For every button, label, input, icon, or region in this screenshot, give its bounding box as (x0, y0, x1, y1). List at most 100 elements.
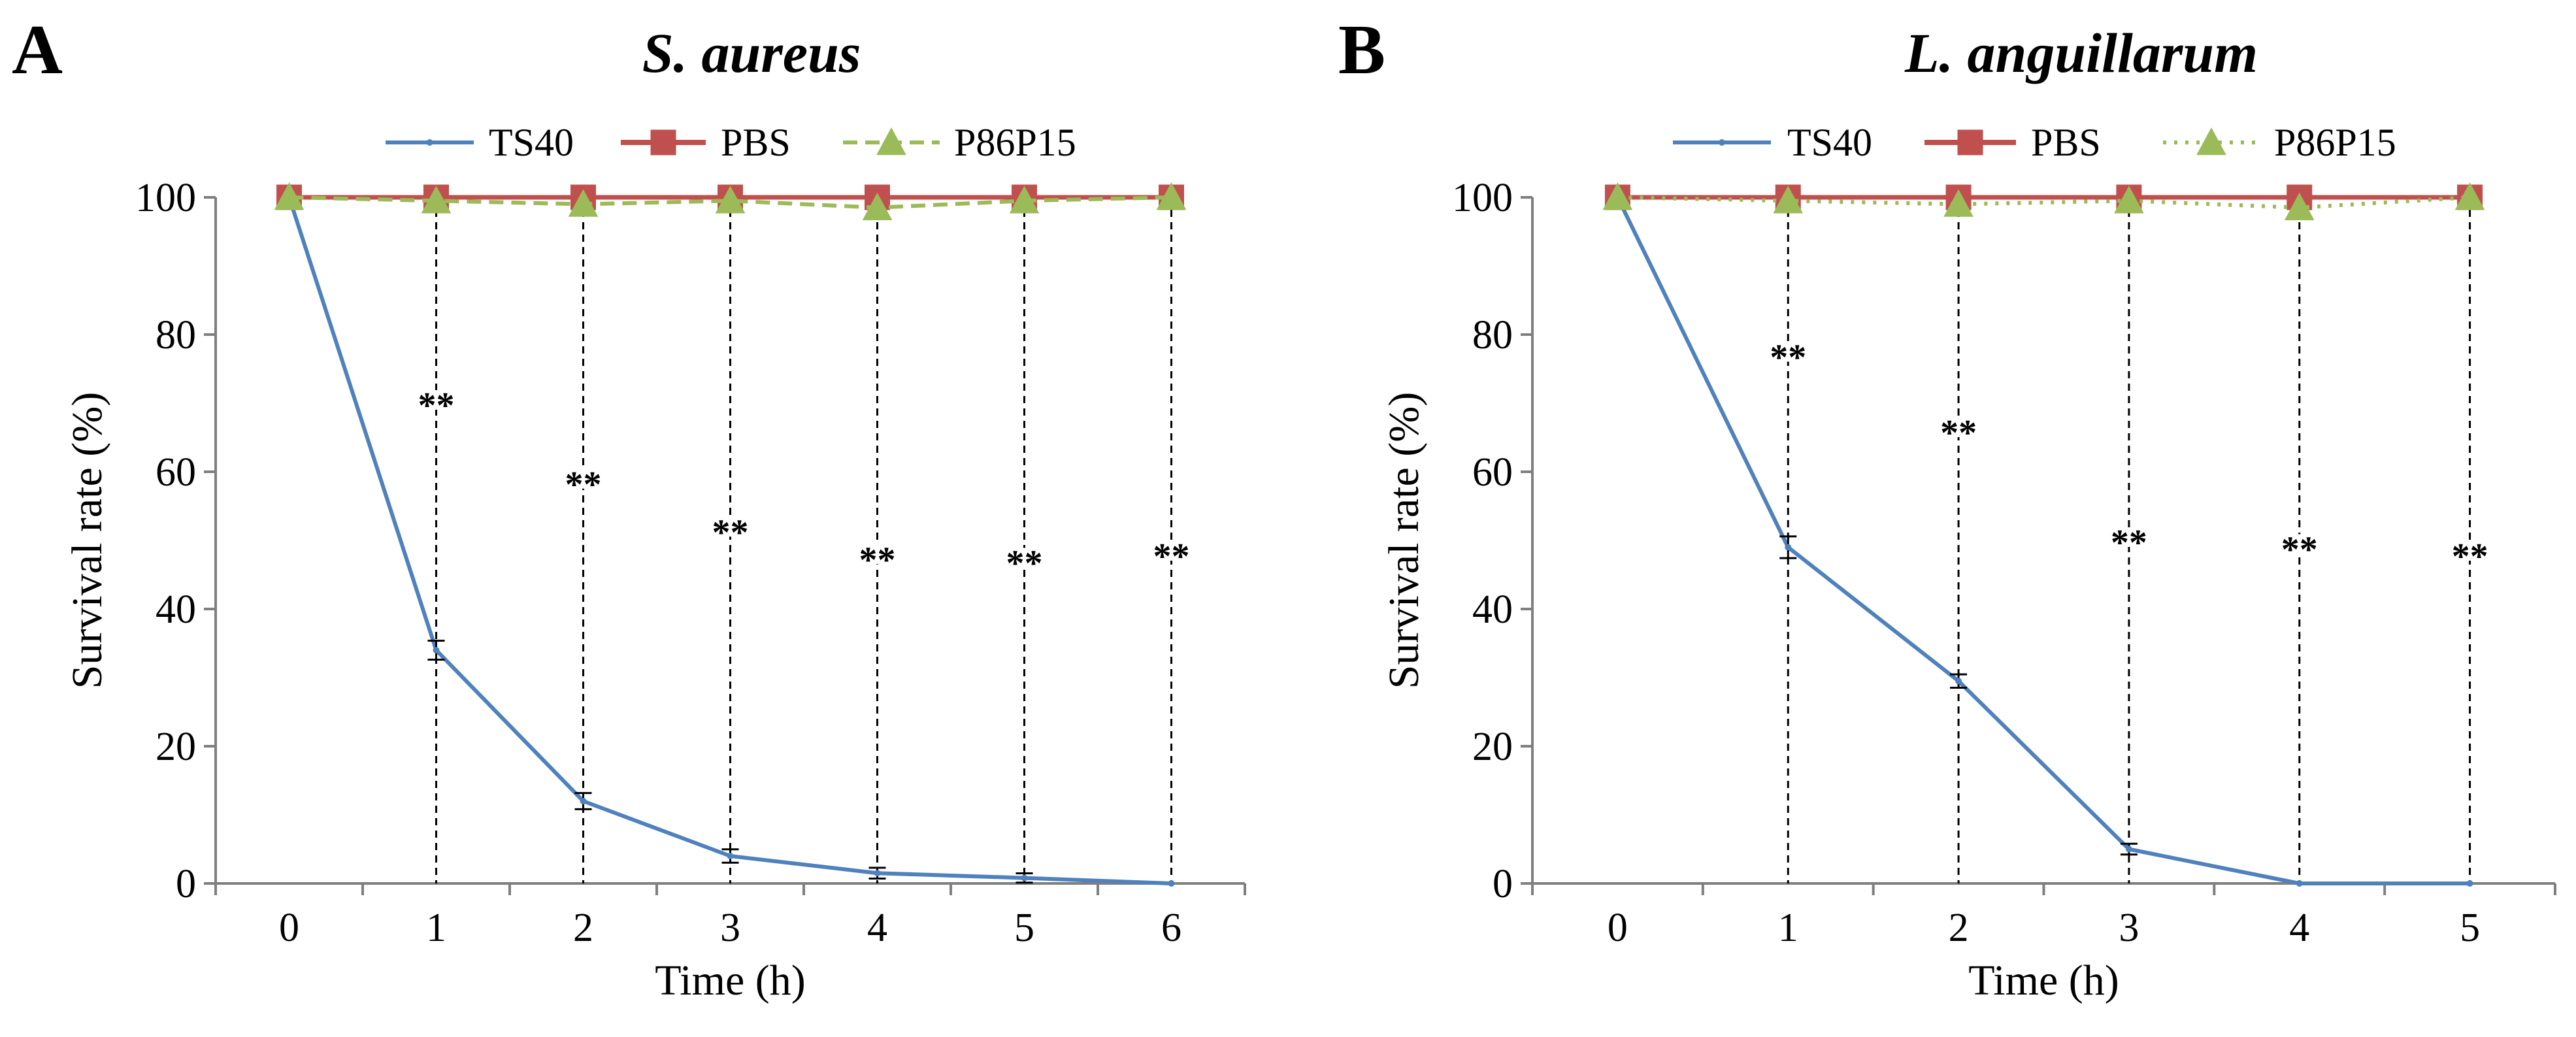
significance-marker: ** (2452, 536, 2488, 577)
x-tick-label: 4 (867, 906, 887, 950)
significance-marker: ** (565, 465, 602, 505)
legend-label: P86P15 (2274, 121, 2396, 164)
significance-marker: ** (1770, 338, 1806, 378)
legend-item-ts40: TS40 (386, 121, 574, 164)
data-point (874, 870, 881, 877)
significance-marker: ** (418, 386, 455, 426)
x-tick-label: 4 (2289, 906, 2309, 950)
x-axis-title: Time (h) (1968, 957, 2119, 1004)
significance-marker: ** (2111, 523, 2147, 563)
series-p86p15 (274, 182, 1187, 220)
y-tick-label: 60 (156, 450, 196, 495)
x-tick-label: 6 (1161, 906, 1181, 950)
panel-letter: B (1338, 11, 1385, 89)
legend-item-pbs: PBS (1924, 121, 2101, 164)
data-point (1009, 186, 1040, 214)
significance-bg (414, 390, 459, 410)
significance-marker: ** (2281, 530, 2318, 570)
legend-marker (650, 129, 676, 156)
data-point (2466, 880, 2473, 887)
x-tick-label: 2 (573, 906, 593, 950)
x-tick-label: 3 (2119, 906, 2139, 950)
data-point (433, 647, 440, 653)
significance-marker: ** (712, 512, 749, 553)
data-point (727, 853, 734, 859)
y-tick-label: 80 (156, 313, 196, 357)
data-point (2454, 182, 2485, 210)
x-tick-label: 5 (1014, 906, 1034, 950)
significance-bg (561, 469, 606, 489)
data-point (1773, 186, 1804, 214)
data-point (1602, 182, 1633, 210)
y-tick-label: 60 (1472, 450, 1513, 495)
data-point (2114, 186, 2144, 214)
data-point (715, 186, 746, 214)
x-tick-label: 3 (720, 906, 740, 950)
y-tick-label: 100 (1452, 176, 1513, 220)
legend-label: TS40 (1787, 121, 1872, 164)
legend-item-pbs: PBS (621, 121, 791, 164)
legend-label: PBS (2031, 121, 2101, 164)
legend-marker (1719, 139, 1725, 146)
y-tick-label: 40 (156, 587, 196, 632)
legend-item-p86p15: P86P15 (843, 121, 1076, 164)
significance-marker: ** (1006, 544, 1043, 584)
data-point (568, 189, 599, 217)
legend-marker (876, 127, 906, 156)
data-point (580, 798, 587, 804)
data-point (2296, 880, 2303, 887)
data-point (1168, 880, 1175, 887)
data-point (2125, 846, 2132, 853)
significance-bg (1936, 418, 1981, 437)
y-axis-title: Survival rate (%) (63, 392, 111, 689)
significance-bg (2106, 527, 2151, 547)
data-point (1943, 189, 1973, 217)
x-tick-label: 2 (1949, 906, 1969, 950)
x-tick-label: 5 (2460, 906, 2480, 950)
significance-bg (708, 517, 753, 537)
significance-marker: ** (1940, 413, 1977, 453)
series-line (1615, 196, 2470, 885)
data-point (1021, 874, 1028, 881)
y-tick-label: 0 (176, 862, 196, 906)
y-tick-label: 80 (1472, 313, 1513, 357)
significance-bg (1002, 548, 1047, 568)
legend-label: P86P15 (954, 121, 1076, 164)
legend-item-p86p15: P86P15 (2163, 121, 2396, 164)
y-axis-title: Survival rate (%) (1380, 392, 1428, 689)
y-tick-label: 0 (1493, 862, 1513, 906)
data-point (274, 182, 305, 210)
significance-bg (2277, 534, 2322, 554)
panel-letter: A (12, 11, 63, 89)
significance-bg (1149, 541, 1194, 561)
series-ts40 (286, 194, 1175, 887)
data-point (862, 192, 893, 220)
y-tick-label: 20 (1472, 725, 1513, 769)
x-axis-title: Time (h) (655, 957, 805, 1004)
legend-marker (1957, 129, 1983, 156)
legend-label: TS40 (489, 121, 574, 164)
chart-title: S. aureus (642, 22, 861, 84)
data-point (1955, 678, 1962, 685)
legend-item-ts40: TS40 (1673, 121, 1872, 164)
x-tick-label: 1 (426, 906, 446, 950)
significance-bg (1766, 342, 1811, 362)
significance-bg (855, 544, 900, 565)
legend-marker (426, 139, 433, 146)
chart-title: L. anguillarum (1904, 22, 2258, 84)
data-point (2284, 192, 2315, 220)
data-point (1156, 182, 1187, 210)
y-tick-label: 20 (156, 725, 196, 769)
x-tick-label: 0 (1608, 906, 1628, 950)
y-tick-label: 40 (1472, 587, 1513, 632)
data-point (1785, 544, 1792, 551)
y-tick-label: 100 (135, 176, 196, 220)
significance-marker: ** (859, 540, 896, 580)
series-p86p15 (1602, 182, 2485, 220)
significance-bg (2447, 541, 2492, 561)
chart-panel-a: A S. aureus TS40 PBS P86P15 0 20 40 60 80 100 0 1 2 3 4… (12, 11, 1246, 1004)
legend-label: PBS (721, 121, 791, 164)
